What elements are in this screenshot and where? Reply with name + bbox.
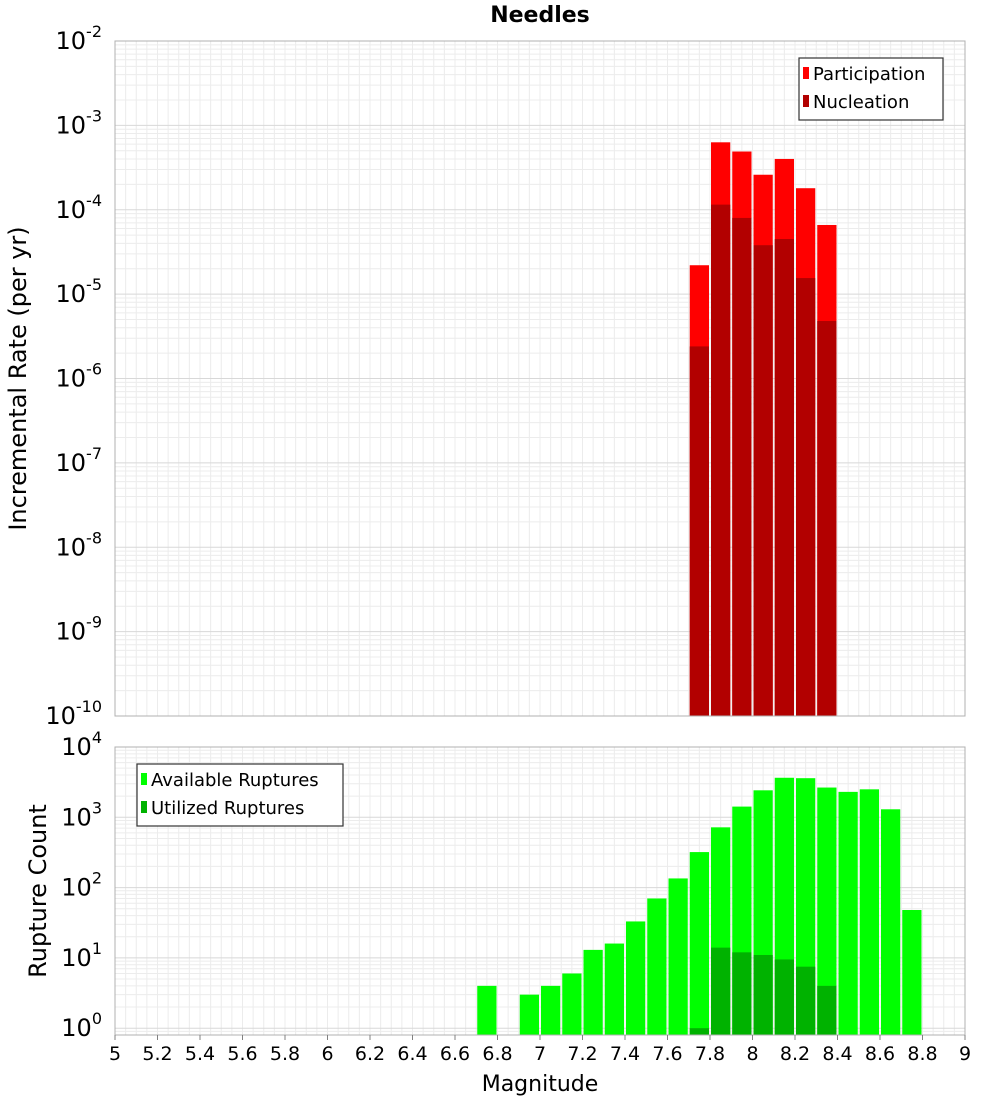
x-tick-label: 9 <box>959 1043 971 1065</box>
legend-swatch <box>803 67 809 79</box>
bar-available-ruptures <box>562 973 582 1035</box>
bar-available-ruptures <box>583 949 603 1035</box>
y-tick-label: 10-9 <box>56 613 103 646</box>
x-axis-label: Magnitude <box>482 1072 599 1097</box>
bar-available-ruptures <box>541 985 561 1035</box>
x-tick-label: 8.8 <box>907 1043 937 1065</box>
x-tick-label: 7.2 <box>567 1043 597 1065</box>
x-tick-label: 5.4 <box>185 1043 215 1065</box>
y-tick-label: 10-4 <box>56 191 103 224</box>
legend-label: Utilized Ruptures <box>151 798 304 819</box>
x-tick-label: 8.2 <box>780 1043 810 1065</box>
legend: Participation Nucleation <box>798 57 944 121</box>
x-tick-label: 5.2 <box>142 1043 172 1065</box>
y-tick-label: 10-2 <box>56 22 103 55</box>
y-tick-label: 10-5 <box>56 275 103 308</box>
legend: Available Ruptures Utilized Ruptures <box>136 763 344 827</box>
bar-nucleation <box>796 278 816 716</box>
x-tick-label: 6.4 <box>397 1043 427 1065</box>
x-tick-label: 7.6 <box>652 1043 682 1065</box>
y-tick-label: 10-7 <box>56 444 103 477</box>
y-tick-label: 103 <box>61 798 102 831</box>
x-tick-label: 8.6 <box>865 1043 895 1065</box>
x-tick-label: 6 <box>321 1043 333 1065</box>
legend-swatch <box>141 773 147 785</box>
x-tick-label: 6.6 <box>440 1043 470 1065</box>
bar-available-ruptures <box>881 809 901 1035</box>
legend-label: Available Ruptures <box>151 770 319 791</box>
y-tick-label: 10-10 <box>45 697 102 730</box>
legend-swatch <box>803 95 809 107</box>
y-tick-label: 10-8 <box>56 528 103 561</box>
y-tick-label: 101 <box>61 939 102 972</box>
chart-panel-1: 10-10 10-9 10-8 10-7 10-6 10-5 10-4 10-3 10-2 Inc… <box>4 3 966 730</box>
plot-border <box>114 40 966 717</box>
bar-utilized-ruptures <box>689 1028 709 1035</box>
bar-available-ruptures <box>519 994 539 1035</box>
bar-nucleation <box>774 239 794 716</box>
legend-label: Nucleation <box>813 92 909 113</box>
bar-available-ruptures <box>604 943 624 1035</box>
legend-label: Participation <box>813 64 925 85</box>
y-tick-label: 100 <box>61 1009 102 1042</box>
x-tick-label: 6.8 <box>482 1043 512 1065</box>
series-utilized-ruptures <box>689 947 837 1035</box>
legend-swatch <box>141 801 147 813</box>
bar-nucleation <box>711 204 731 717</box>
bar-utilized-ruptures <box>774 959 794 1035</box>
bar-utilized-ruptures <box>817 985 837 1035</box>
y-tick-label: 10-3 <box>56 106 103 139</box>
y-tick-label: 10-6 <box>56 360 103 393</box>
x-tick-label: 5.6 <box>227 1043 257 1065</box>
bar-utilized-ruptures <box>796 966 816 1035</box>
chart-title: Needles <box>490 3 590 28</box>
bar-utilized-ruptures <box>732 952 752 1035</box>
x-tick-label: 5 <box>109 1043 121 1065</box>
bar-available-ruptures <box>477 985 497 1035</box>
legend-box <box>136 763 344 827</box>
x-tick-label: 7.8 <box>695 1043 725 1065</box>
bar-nucleation <box>689 346 709 716</box>
x-tick-label: 7.4 <box>610 1043 640 1065</box>
bar-nucleation <box>753 245 773 717</box>
y-tick-label: 102 <box>61 869 102 902</box>
bar-nucleation <box>817 321 837 716</box>
bar-available-ruptures <box>902 910 922 1035</box>
x-tick-label: 7 <box>534 1043 546 1065</box>
y-axis-label: Incremental Rate (per yr) <box>4 226 32 530</box>
bar-available-ruptures <box>838 791 858 1035</box>
bar-available-ruptures <box>817 787 837 1035</box>
series-nucleation <box>689 204 837 717</box>
y-tick-label: 104 <box>61 728 102 761</box>
x-tick-label: 8.4 <box>822 1043 852 1065</box>
bar-available-ruptures <box>689 852 709 1035</box>
x-tick-label: 5.8 <box>270 1043 300 1065</box>
bar-utilized-ruptures <box>711 947 731 1035</box>
legend-box <box>798 57 944 121</box>
y-axis-label: Rupture Count <box>24 804 52 978</box>
chart-panel-2: 100 101 102 103 104 Rupture Count 5 5.2 5.4 5.6 5.… <box>24 728 971 1097</box>
bar-available-ruptures <box>668 878 688 1035</box>
bar-nucleation <box>732 217 752 716</box>
bar-available-ruptures <box>626 921 646 1035</box>
bar-available-ruptures <box>859 789 879 1035</box>
x-tick-label: 8 <box>746 1043 758 1065</box>
grid <box>114 40 966 717</box>
bar-utilized-ruptures <box>753 954 773 1035</box>
x-tick-label: 6.2 <box>355 1043 385 1065</box>
bar-available-ruptures <box>647 898 667 1035</box>
